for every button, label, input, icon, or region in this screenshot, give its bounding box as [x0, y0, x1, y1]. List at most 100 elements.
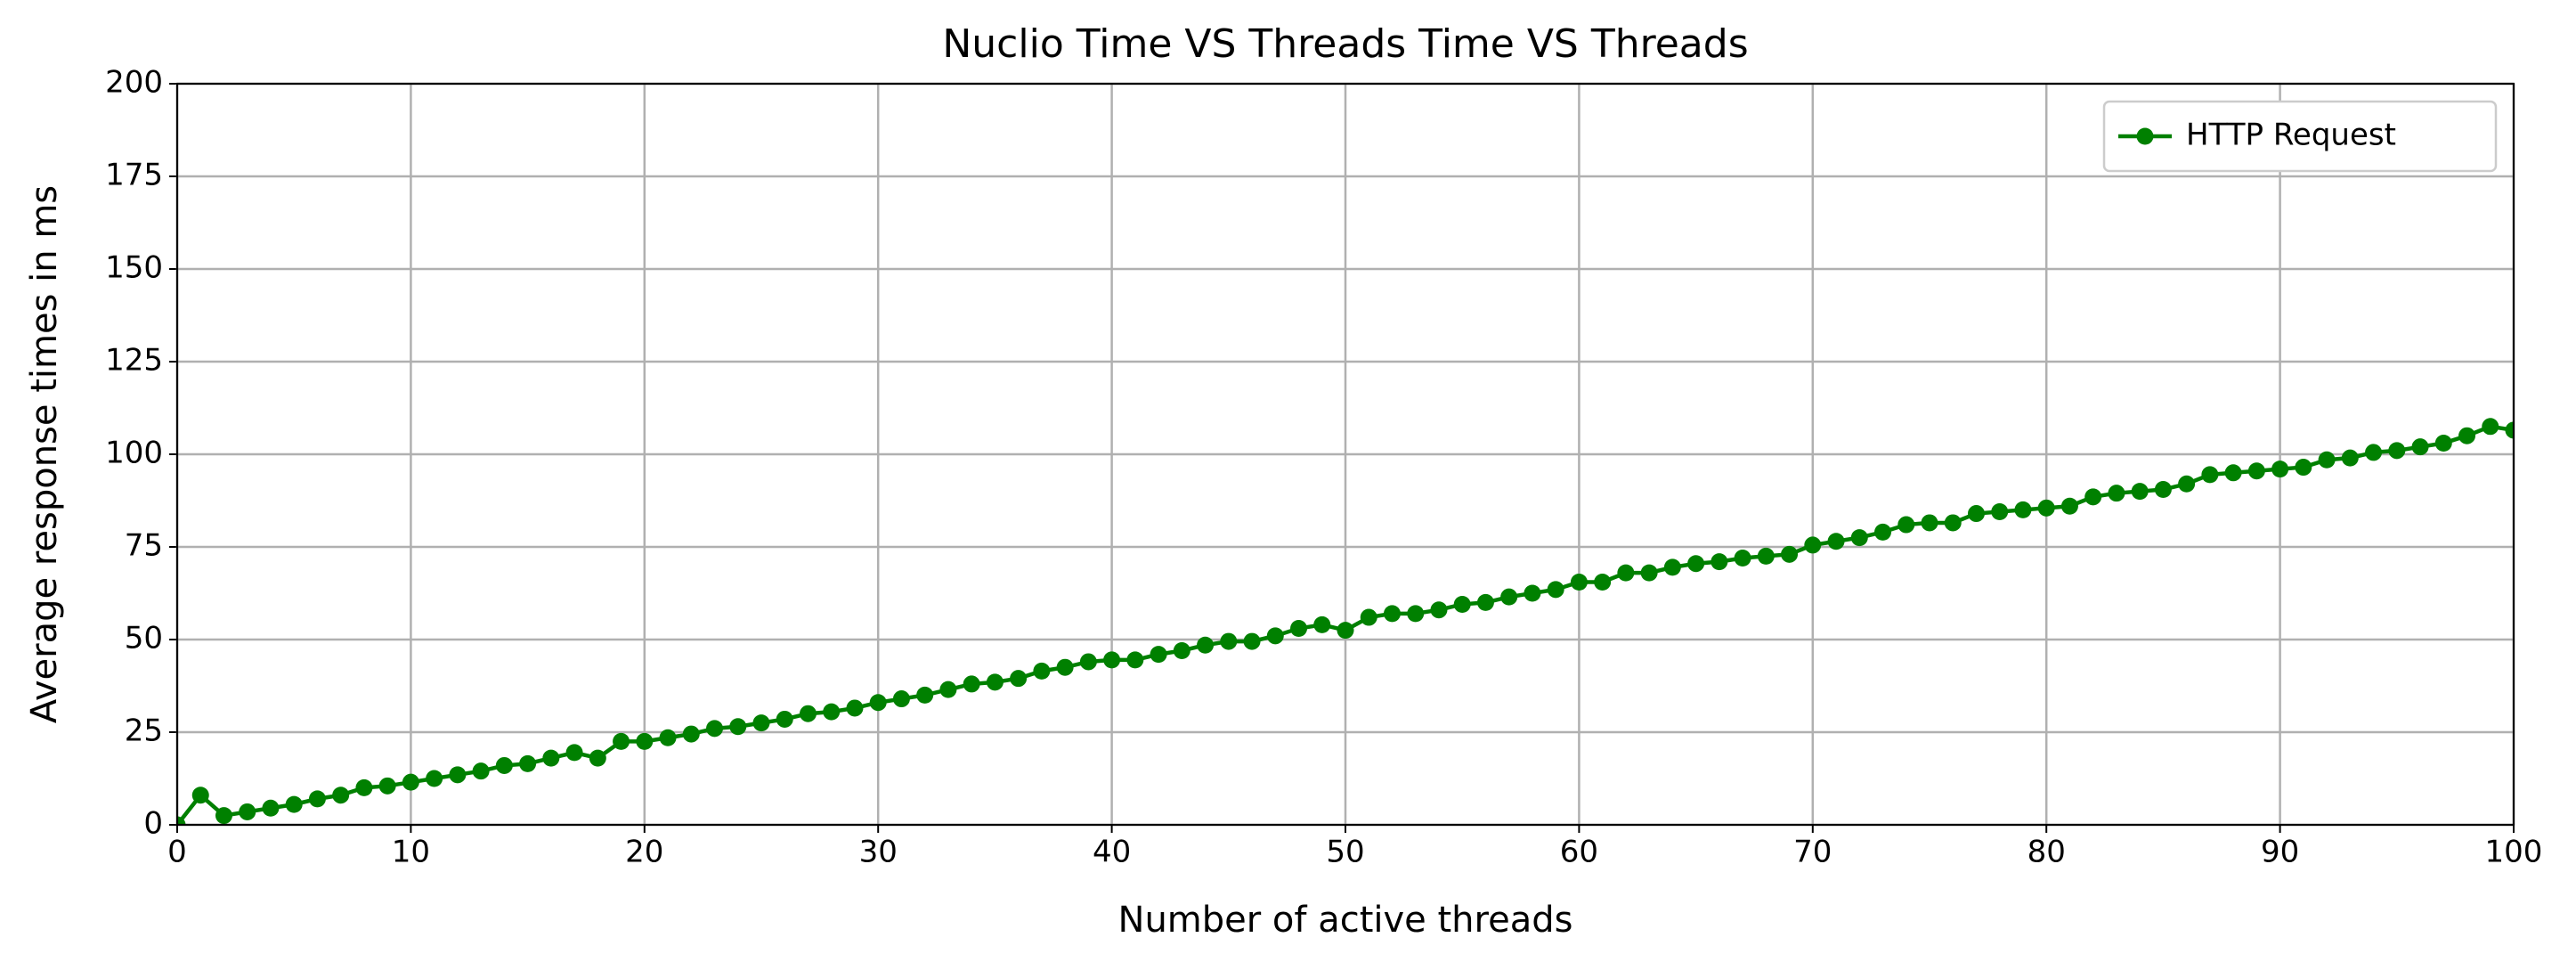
data-point	[846, 699, 864, 717]
data-point	[963, 675, 980, 693]
y-tick-label: 100	[105, 436, 163, 471]
data-point	[2411, 438, 2429, 456]
x-tick-label: 60	[1560, 835, 1598, 870]
data-point	[1524, 584, 1541, 602]
data-point	[2108, 485, 2125, 502]
data-point	[2482, 418, 2499, 436]
data-point	[636, 732, 654, 750]
data-point	[1921, 514, 1938, 532]
y-tick-label: 0	[143, 806, 163, 842]
y-tick-label: 75	[125, 528, 163, 564]
x-tick-label: 10	[392, 835, 430, 870]
data-point	[1033, 662, 1051, 680]
data-point	[916, 686, 934, 704]
data-point	[2458, 427, 2476, 444]
data-point	[659, 729, 677, 746]
data-point	[2060, 497, 2078, 515]
data-point	[1197, 636, 1215, 654]
data-point	[355, 778, 373, 796]
data-point	[426, 770, 443, 787]
data-point	[1173, 641, 1190, 659]
data-point	[1757, 547, 1775, 565]
data-point	[1897, 516, 1915, 534]
data-point	[191, 787, 209, 804]
data-point	[799, 705, 817, 722]
x-axis-label: Number of active threads	[1118, 900, 1573, 941]
data-point	[1453, 595, 1471, 613]
data-point	[1874, 523, 1892, 541]
x-tick-label: 80	[2027, 835, 2066, 870]
data-point	[706, 720, 724, 738]
data-point	[1243, 632, 1261, 650]
data-point	[1476, 593, 1494, 611]
data-point	[2365, 444, 2383, 461]
x-tick-label: 30	[859, 835, 898, 870]
data-point	[565, 744, 583, 762]
data-point	[402, 773, 419, 791]
data-point	[1687, 555, 1705, 573]
data-point	[1103, 651, 1121, 669]
data-point	[1360, 608, 1377, 626]
data-point	[2388, 442, 2406, 460]
data-point	[1711, 553, 1728, 571]
data-point	[1734, 549, 1751, 567]
data-point	[939, 681, 957, 698]
y-tick-label: 25	[125, 713, 163, 749]
x-tick-label: 70	[1793, 835, 1832, 870]
data-point	[239, 803, 256, 820]
data-point	[613, 732, 630, 750]
data-point	[1290, 620, 1308, 638]
legend-label: HTTP Request	[2186, 118, 2396, 153]
data-point	[1617, 564, 1635, 582]
x-tick-label: 100	[2485, 835, 2543, 870]
data-point	[1383, 605, 1401, 623]
data-point	[177, 816, 186, 825]
data-point	[1500, 588, 1518, 606]
y-tick-label: 150	[105, 250, 163, 286]
data-point	[2131, 483, 2149, 501]
data-point	[2295, 459, 2312, 477]
data-point	[1850, 529, 1868, 547]
data-point	[2271, 461, 2289, 478]
data-point	[729, 718, 747, 736]
data-point	[1594, 574, 1612, 591]
x-tick-label: 40	[1093, 835, 1131, 870]
data-point	[215, 807, 232, 825]
data-point	[1313, 615, 1331, 633]
data-point	[2014, 501, 2032, 518]
y-tick-label: 50	[125, 621, 163, 656]
plot-frame	[175, 82, 2515, 827]
x-tick-label: 0	[167, 835, 187, 870]
data-point	[519, 754, 537, 772]
data-point	[308, 790, 326, 808]
y-tick-label: 200	[105, 65, 163, 101]
data-point	[2434, 435, 2452, 452]
data-point	[1547, 581, 1564, 599]
chart-title: Nuclio Time VS Threads Time VS Threads	[942, 21, 1748, 67]
data-point	[262, 799, 280, 817]
data-point	[2224, 464, 2242, 482]
data-point	[1337, 622, 1354, 640]
data-point	[2084, 488, 2102, 506]
legend-marker	[2136, 127, 2154, 145]
x-tick-label: 90	[2261, 835, 2299, 870]
data-point	[1010, 670, 1028, 688]
y-axis-label: Average response times in ms	[24, 185, 65, 723]
data-point	[1220, 632, 1238, 650]
data-point	[1781, 545, 1799, 563]
data-point	[2341, 449, 2359, 467]
data-point	[1944, 514, 1962, 532]
y-tick-label: 175	[105, 158, 163, 193]
data-point	[1804, 536, 1822, 554]
data-point	[1570, 574, 1588, 591]
data-point	[589, 749, 606, 767]
data-point	[892, 690, 910, 708]
data-point	[986, 673, 1004, 691]
data-point	[1991, 502, 2009, 520]
data-point	[2247, 462, 2265, 480]
data-point	[1430, 601, 1448, 619]
y-tick-label: 125	[105, 343, 163, 379]
data-point	[1640, 564, 1658, 582]
